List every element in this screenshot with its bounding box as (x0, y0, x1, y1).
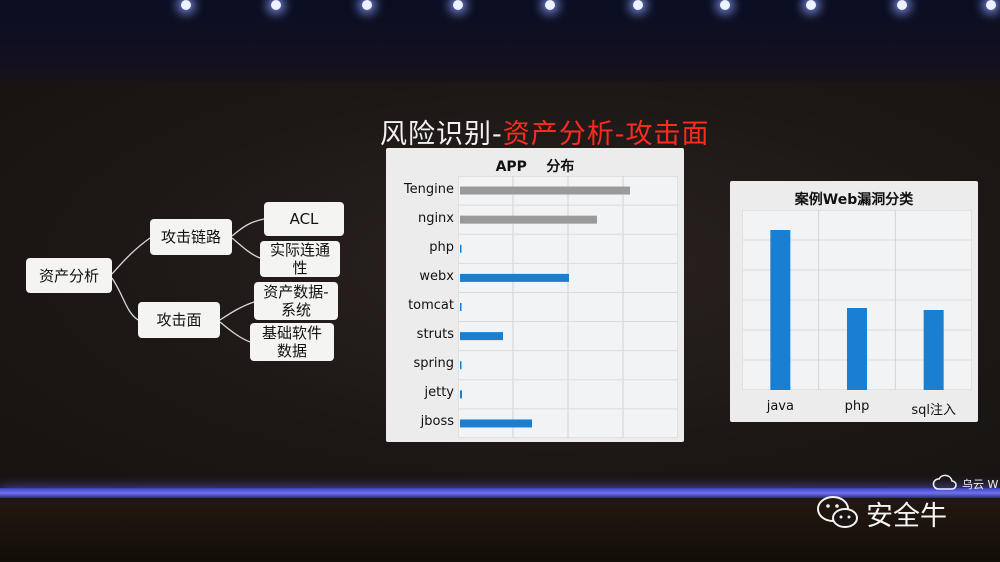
stage-light (897, 0, 907, 10)
mindmap-leaf-asset-data: 资产数据-系统 (254, 282, 338, 320)
x-tick-label: php (844, 399, 870, 414)
category-label: php (429, 239, 454, 255)
connector-branch1-connectivity (231, 237, 261, 259)
stage-led-strip (0, 488, 1000, 498)
category-label: webx (419, 268, 454, 284)
connector-branch2-assets (219, 301, 255, 321)
category-label: spring (413, 356, 454, 372)
stage-light (181, 0, 191, 10)
slide-title-prefix: 风险识别- (380, 119, 503, 150)
connector-root-branch1 (111, 237, 151, 275)
stage-light (453, 0, 463, 10)
stage-light (545, 0, 555, 10)
bar-jboss (460, 419, 532, 428)
cloud-icon (932, 474, 957, 490)
connector-root-branch2 (111, 277, 139, 321)
stage-light (720, 0, 730, 10)
bar-1 (847, 308, 867, 390)
x-tick-label: java (766, 399, 794, 414)
slide-title-highlight: 资产分析-攻击面 (502, 119, 710, 150)
category-label: jetty (424, 385, 455, 401)
connector-branch2-software (219, 321, 251, 343)
bar-spring (460, 361, 462, 370)
category-label: nginx (417, 210, 454, 226)
bar-php (460, 244, 462, 253)
watermark-source: 乌云 W (962, 478, 999, 491)
mindmap-root-node: 资产分析 (26, 258, 112, 293)
stage-ceiling (0, 0, 1000, 95)
stage-light (271, 0, 281, 10)
category-label: tomcat (408, 298, 454, 313)
category-label: struts (416, 327, 454, 343)
bar-0 (770, 230, 791, 390)
bar-tomcat (460, 303, 462, 311)
app-distribution-plot (458, 176, 678, 438)
stage-light (986, 0, 996, 10)
category-label: Tengine (403, 181, 454, 197)
mindmap-leaf-acl: ACL (264, 202, 344, 236)
x-tick-label: sql注入 (911, 403, 956, 418)
bar-jetty (460, 390, 462, 399)
stage-light (806, 0, 816, 10)
mindmap-branch-attack-surface: 攻击面 (138, 302, 220, 338)
chart-title: APP 分布 (495, 159, 575, 175)
connector-branch1-acl (231, 218, 265, 237)
stage-light (633, 0, 643, 10)
chart-title: 案例Web漏洞分类 (794, 192, 914, 208)
stage-light (362, 0, 372, 10)
bar-tengine (460, 186, 630, 195)
wechat-icon (817, 496, 858, 528)
web-vuln-plot (742, 210, 972, 390)
bar-nginx (460, 215, 597, 224)
watermark-brand: 安全牛 (866, 501, 947, 532)
bar-struts (460, 332, 503, 341)
mindmap-leaf-base-software: 基础软件数据 (250, 323, 334, 361)
bar-2 (923, 310, 944, 390)
bar-webx (460, 273, 569, 282)
mindmap-leaf-connectivity: 实际连通性 (260, 241, 340, 277)
stage-floor (0, 498, 1000, 562)
category-label: jboss (420, 414, 454, 430)
slide-title: 风险识别-资产分析-攻击面 (380, 112, 710, 151)
mindmap-branch-attack-chain: 攻击链路 (150, 219, 232, 255)
